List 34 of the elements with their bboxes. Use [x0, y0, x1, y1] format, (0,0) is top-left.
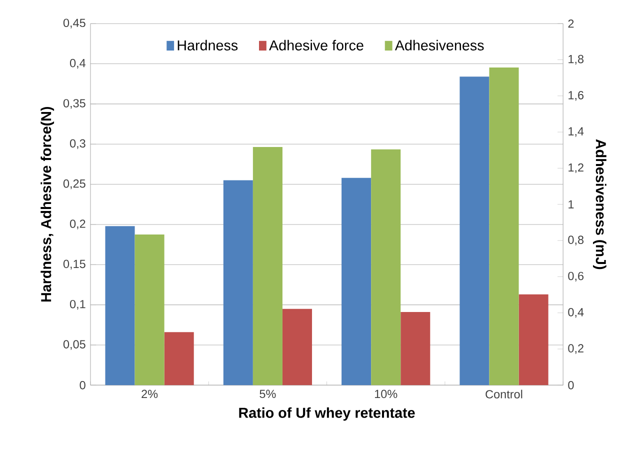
x-tick-label: 5% — [260, 390, 276, 398]
y-tick-label: 0,1 — [70, 300, 86, 310]
y2-tick-label: 0 — [568, 380, 574, 390]
bar — [518, 294, 548, 386]
y2-tick-label: 1,8 — [568, 54, 584, 65]
y2-tick-label: 1,6 — [568, 91, 584, 101]
y-tick-label: 0 — [80, 380, 86, 390]
y2-tick-label: 2 — [568, 19, 574, 28]
y-tick-label: 0,25 — [63, 179, 86, 190]
y2-tick-label: 0,4 — [568, 308, 584, 318]
legend-label: Adhesive force — [269, 40, 364, 50]
x-tick-label: 2% — [142, 390, 158, 398]
y2-tick-label: 1,2 — [568, 163, 584, 174]
y2-tick-label: 1 — [568, 200, 574, 208]
bar — [282, 308, 312, 386]
bar — [400, 312, 430, 386]
legend-label: Hardness — [178, 40, 238, 50]
y2-tick-label: 0,2 — [568, 344, 584, 354]
y-tick-label: 0,15 — [63, 260, 86, 270]
y-tick-label: 0,35 — [63, 99, 86, 109]
y2-tick-label: 0,6 — [568, 272, 584, 282]
y-axis-title: Hardness, Adhesive force(N) — [40, 106, 54, 302]
y-tick-label: 0,2 — [70, 220, 86, 230]
y-tick-label: 0,3 — [70, 139, 86, 149]
y-tick-label: 0,05 — [63, 340, 86, 350]
y-tick-label: 0,4 — [70, 58, 86, 69]
x-axis-title: Ratio of Uf whey retentate — [239, 407, 415, 421]
y-tick-label: 0,45 — [63, 18, 86, 28]
legend-label: Adhesiveness — [394, 40, 484, 50]
y2-axis-title: Adhesiveness (mJ) — [592, 139, 606, 270]
x-tick-label: 10% — [374, 390, 398, 398]
y2-tick-label: 1,4 — [568, 127, 584, 137]
x-tick-label: Control — [486, 390, 522, 398]
y2-tick-label: 0,8 — [568, 236, 584, 246]
